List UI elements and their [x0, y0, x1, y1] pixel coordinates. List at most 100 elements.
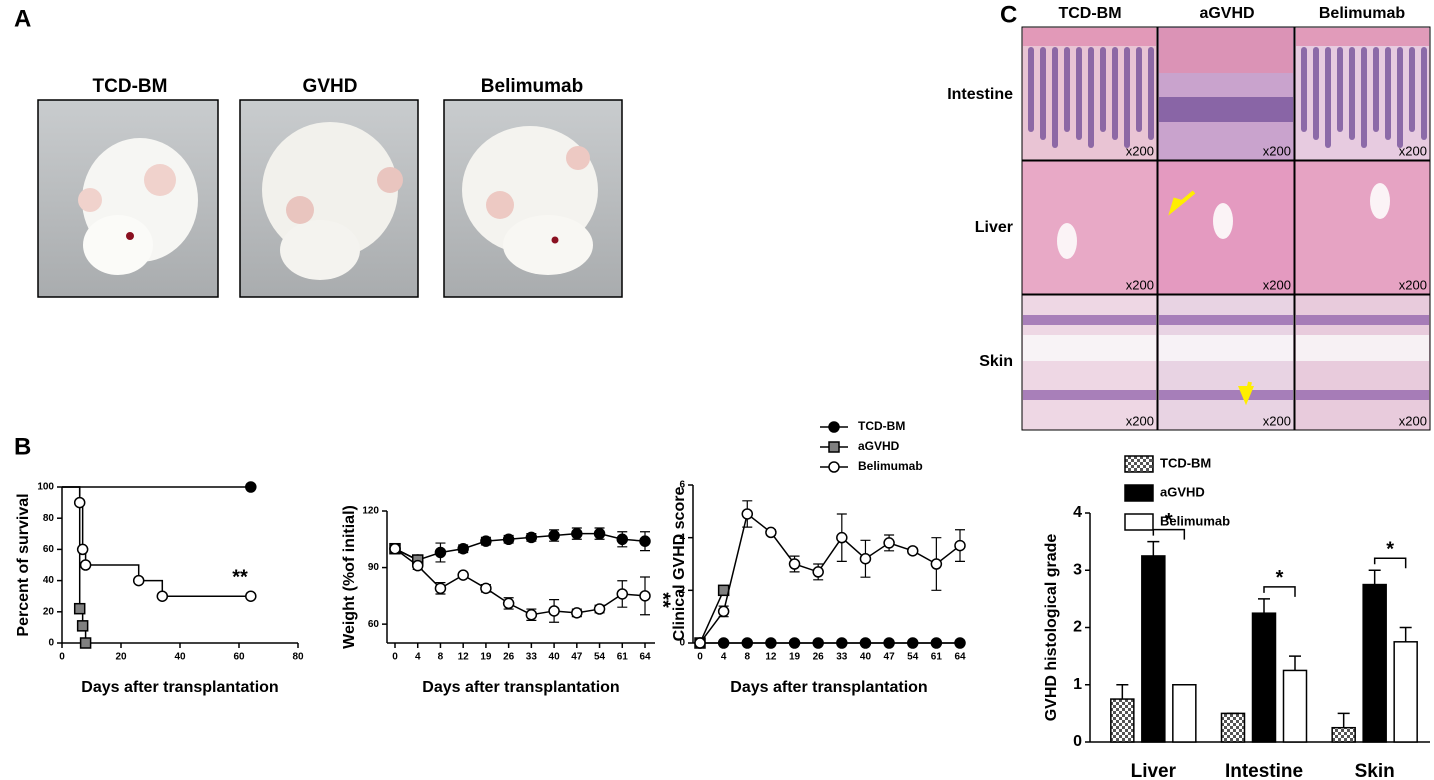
legend-swatch: [1124, 484, 1154, 502]
y-axis-label: Clinical GVHD score: [671, 487, 688, 642]
y-tick-label: 6: [679, 480, 685, 491]
villus: [1064, 47, 1070, 132]
legend-label: aGVHD: [858, 439, 900, 453]
villus: [1325, 47, 1331, 148]
marker: [79, 637, 92, 649]
marker: [593, 527, 606, 540]
epidermis: [1023, 390, 1156, 400]
x-axis-label: Days after transplantation: [730, 679, 927, 696]
marker: [859, 552, 872, 565]
annotation: **: [652, 592, 674, 608]
y-tick-label: 2: [1073, 619, 1082, 636]
photo-title: Belimumab: [481, 76, 583, 97]
significance-label: *: [1165, 510, 1173, 532]
bar: [1172, 684, 1197, 743]
marker: [548, 605, 560, 617]
photo-title: TCD-BM: [93, 76, 168, 97]
villus: [1052, 47, 1058, 148]
series-line: [394, 548, 646, 616]
villus: [1409, 47, 1415, 132]
marker: [694, 637, 706, 649]
marker: [836, 637, 848, 649]
x-tick-label: 61: [617, 652, 629, 663]
epidermis: [1296, 315, 1429, 325]
marker: [76, 543, 89, 556]
series-line: [394, 532, 646, 561]
magnification: x200: [1126, 277, 1154, 292]
marker: [616, 533, 629, 546]
mouse-photo: [239, 99, 419, 298]
fat-layer: [1296, 335, 1429, 361]
magnification: x200: [1263, 277, 1291, 292]
marker: [525, 608, 538, 621]
tissue-band: [1159, 28, 1293, 73]
error-bar: [1147, 540, 1160, 556]
x-tick-label: 4: [721, 652, 727, 663]
legend-label: Belimumab: [858, 459, 923, 473]
x-tick-label: 60: [233, 652, 245, 663]
marker: [593, 603, 606, 615]
x-tick-label: 64: [954, 652, 966, 663]
magnification: x200: [1126, 413, 1154, 428]
y-tick-label: 1: [1073, 676, 1082, 693]
villus: [1349, 47, 1355, 140]
magnification: x200: [1399, 143, 1427, 158]
histology-image: [1294, 160, 1431, 295]
villus: [1373, 47, 1379, 132]
bar: [1141, 555, 1166, 743]
panel-label: C: [1000, 1, 1017, 28]
x-tick-label: 64: [639, 652, 651, 663]
marker: [906, 545, 919, 557]
bar: [1251, 612, 1277, 743]
villus: [1397, 47, 1403, 148]
marker: [639, 590, 651, 602]
x-tick-label: 40: [549, 652, 561, 663]
marker: [480, 535, 492, 547]
villus: [1337, 47, 1343, 132]
magnification: x200: [1126, 143, 1154, 158]
x-tick-label: 80: [292, 652, 304, 663]
legend-marker: [828, 421, 840, 433]
marker: [411, 559, 424, 572]
series-line: [699, 512, 961, 644]
villus: [1124, 47, 1130, 148]
x-tick-label: 8: [744, 652, 750, 663]
arrow: [1238, 381, 1254, 406]
marker: [616, 588, 629, 600]
histology-image: [1021, 160, 1158, 295]
x-tick-label: 12: [765, 652, 777, 663]
marker: [502, 597, 515, 610]
villus: [1100, 47, 1106, 132]
villus: [1313, 47, 1319, 140]
x-tick-label: 20: [115, 652, 127, 663]
marker: [434, 582, 447, 595]
legend-label: TCD-BM: [858, 419, 905, 433]
bar: [1220, 712, 1246, 743]
villus: [1112, 47, 1118, 140]
marker: [954, 539, 966, 552]
error-bar: [1116, 684, 1129, 700]
x-tick-label: 26: [813, 652, 825, 663]
y-tick-label: 100: [37, 482, 54, 493]
bar: [1282, 669, 1308, 743]
marker: [883, 637, 895, 649]
error-bar: [1289, 655, 1301, 671]
x-tick-label: Intestine: [1225, 761, 1303, 780]
villus: [1136, 47, 1142, 132]
marker: [457, 542, 469, 555]
y-tick-label: 40: [43, 575, 55, 586]
x-tick-label: 47: [571, 652, 583, 663]
x-tick-label: 0: [392, 652, 398, 663]
column-title: aGVHD: [1199, 5, 1254, 22]
column-title: Belimumab: [1319, 5, 1405, 22]
row-title: Liver: [975, 219, 1013, 236]
x-tick-label: 40: [174, 652, 186, 663]
marker: [717, 637, 730, 649]
y-axis-label: Weight (%of initial): [341, 505, 358, 649]
bar: [1362, 583, 1387, 743]
y-tick-label: 0: [48, 638, 54, 649]
x-tick-label: 19: [789, 652, 801, 663]
fat-layer: [1159, 335, 1293, 361]
marker: [389, 542, 401, 555]
